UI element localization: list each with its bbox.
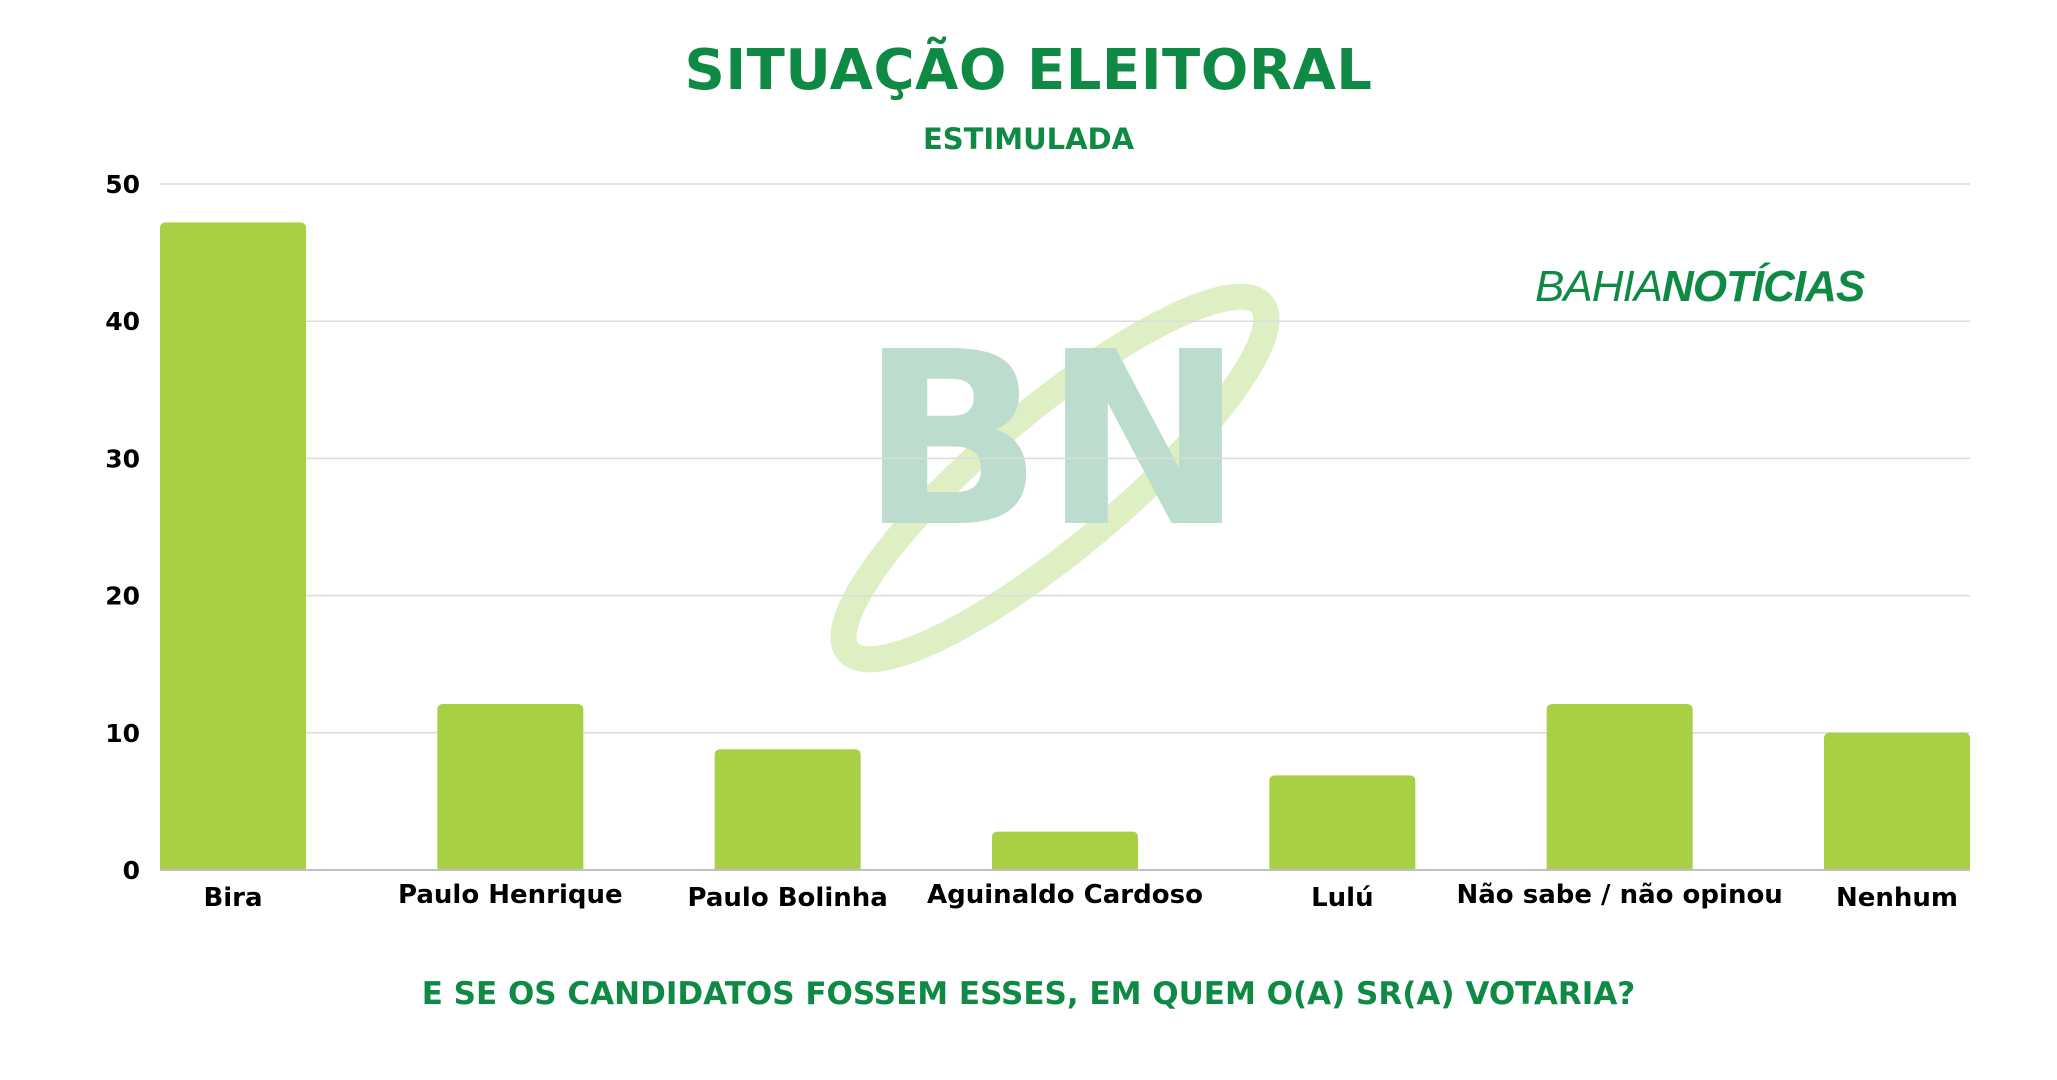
y-tick-label: 30 <box>105 444 140 473</box>
bar <box>714 749 861 870</box>
chart-title: SITUAÇÃO ELEITORAL <box>684 38 1373 103</box>
brand-part2: NOTÍCIAS <box>1662 262 1865 311</box>
brand-part1: BAHIA <box>1535 262 1663 311</box>
y-tick-label: 0 <box>123 856 140 885</box>
x-category-label: Não sabe / não opinou <box>1457 880 1783 910</box>
x-category-label: Paulo Henrique <box>398 880 623 910</box>
x-category-label: Paulo Bolinha <box>688 883 888 913</box>
x-category-label: Nenhum <box>1836 883 1958 913</box>
axes: 0 10 20 30 40 50 Bira Paulo Henrique Paulo Bolin… <box>105 170 1970 913</box>
x-category-label: Aguinaldo Cardoso <box>927 880 1203 910</box>
x-category-label: Lulú <box>1311 883 1374 913</box>
bar <box>992 831 1138 870</box>
gridlines <box>160 183 1970 734</box>
y-tick-label: 10 <box>105 719 140 748</box>
bar <box>1269 775 1416 870</box>
bar <box>160 222 306 870</box>
watermark-text: BN <box>860 300 1244 580</box>
bar <box>1546 703 1693 870</box>
brand-logo: BAHIANOTÍCIAS <box>1535 262 1865 312</box>
y-tick-label: 50 <box>105 170 140 199</box>
bars <box>160 222 1970 870</box>
x-category-label: Bira <box>203 883 262 913</box>
y-tick-label: 40 <box>105 307 140 336</box>
y-tick-label: 20 <box>105 582 140 611</box>
chart-subtitle: ESTIMULADA <box>922 122 1135 156</box>
bn-logo-icon: BN <box>830 283 1280 673</box>
chart-question: E SE OS CANDIDATOS FOSSEM ESSES, EM QUEM… <box>421 976 1636 1012</box>
bar <box>437 703 584 870</box>
bar <box>1824 732 1970 870</box>
